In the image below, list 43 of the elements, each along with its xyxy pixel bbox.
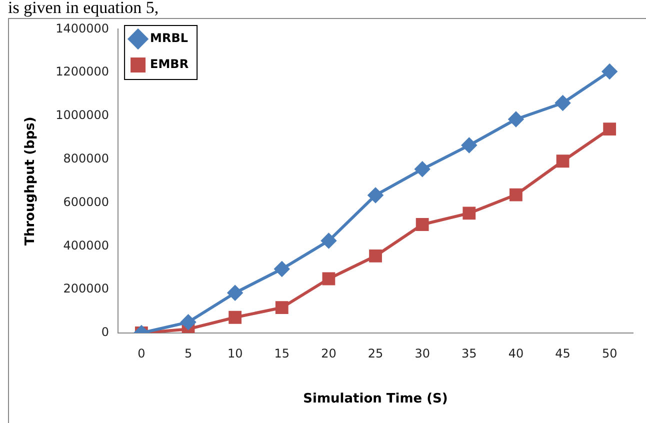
y-tick-label: 400000 xyxy=(63,238,110,252)
point xyxy=(603,122,616,136)
point xyxy=(462,206,476,220)
x-tick-label: 45 xyxy=(555,346,570,360)
x-tick-label: 20 xyxy=(321,346,336,360)
point xyxy=(368,188,384,203)
point xyxy=(322,272,336,286)
y-tick-label: 800000 xyxy=(63,152,110,166)
point xyxy=(369,250,382,262)
point xyxy=(556,154,570,168)
legend-label: EMBR xyxy=(150,57,189,72)
y-tick-label: 1000000 xyxy=(56,108,110,122)
y-tick-label: 0 xyxy=(101,325,110,340)
point xyxy=(180,314,196,330)
point xyxy=(414,162,430,177)
point xyxy=(555,95,570,110)
x-tick-label: 25 xyxy=(368,346,384,360)
point xyxy=(508,112,524,127)
point xyxy=(462,138,477,153)
y-axis-title: Throughput (bps) xyxy=(23,116,38,246)
point xyxy=(274,261,290,276)
y-tick-label: 1400000 xyxy=(56,21,110,36)
point xyxy=(275,301,288,314)
x-tick-label: 40 xyxy=(508,346,524,360)
point xyxy=(602,64,618,80)
x-tick-label: 10 xyxy=(227,346,243,360)
point xyxy=(228,285,243,300)
text: is given in equation 5, xyxy=(8,0,159,18)
x-axis-title: Simulation Time (S) xyxy=(303,392,448,407)
point xyxy=(321,233,336,248)
legend-label: MRBL xyxy=(150,31,188,46)
x-tick-label: 5 xyxy=(184,346,192,360)
y-tick-label: 200000 xyxy=(63,282,110,296)
y-tick-label: 600000 xyxy=(63,194,110,209)
x-tick-label: 30 xyxy=(414,346,430,360)
x-tick-label: 15 xyxy=(274,346,290,360)
x-tick-label: 0 xyxy=(138,346,146,360)
x-tick-label: 35 xyxy=(462,346,477,360)
y-tick-label: 1200000 xyxy=(56,64,110,79)
point xyxy=(228,310,242,324)
point xyxy=(416,218,429,231)
x-tick-label: 50 xyxy=(602,346,618,360)
point xyxy=(510,188,522,202)
